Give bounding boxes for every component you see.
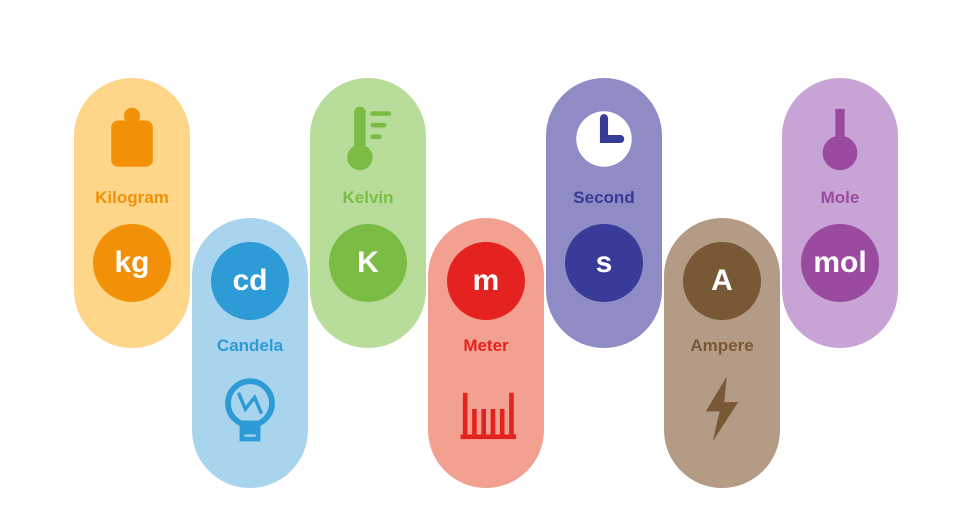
unit-symbol: m bbox=[473, 264, 500, 298]
unit-name: Kilogram bbox=[95, 188, 169, 208]
unit-symbol-circle: s bbox=[565, 224, 643, 302]
ruler-icon bbox=[449, 372, 523, 446]
unit-symbol-circle: kg bbox=[93, 224, 171, 302]
weight-icon bbox=[95, 102, 169, 176]
unit-name: Mole bbox=[821, 188, 860, 208]
flask-icon bbox=[803, 102, 877, 176]
unit-symbol: cd bbox=[232, 264, 267, 298]
unit-symbol-circle: m bbox=[447, 242, 525, 320]
thermometer-icon bbox=[331, 102, 405, 176]
unit-symbol: K bbox=[357, 246, 379, 280]
unit-pill-candela: Candela cd bbox=[192, 218, 308, 488]
unit-name: Ampere bbox=[690, 336, 753, 356]
bulb-icon bbox=[213, 372, 287, 446]
unit-symbol: mol bbox=[813, 246, 866, 280]
bolt-icon bbox=[685, 372, 759, 446]
clock-icon bbox=[567, 102, 641, 176]
unit-pill-ampere: Ampere A bbox=[664, 218, 780, 488]
unit-pill-second: Second s bbox=[546, 78, 662, 348]
unit-symbol-circle: A bbox=[683, 242, 761, 320]
unit-name: Kelvin bbox=[342, 188, 393, 208]
unit-symbol-circle: cd bbox=[211, 242, 289, 320]
unit-name: Second bbox=[573, 188, 634, 208]
unit-pill-meter: Meter m bbox=[428, 218, 544, 488]
unit-pill-kelvin: Kelvin K bbox=[310, 78, 426, 348]
unit-pill-kilogram: Kilogram kg bbox=[74, 78, 190, 348]
unit-pill-mole: Mole mol bbox=[782, 78, 898, 348]
unit-symbol: A bbox=[711, 264, 733, 298]
unit-symbol-circle: K bbox=[329, 224, 407, 302]
si-units-infographic: Kilogram kg Candela cd Kelvin K Meter m Seco… bbox=[0, 0, 960, 529]
unit-name: Meter bbox=[463, 336, 508, 356]
unit-name: Candela bbox=[217, 336, 283, 356]
unit-symbol: kg bbox=[114, 246, 149, 280]
unit-symbol: s bbox=[596, 246, 613, 280]
unit-symbol-circle: mol bbox=[801, 224, 879, 302]
